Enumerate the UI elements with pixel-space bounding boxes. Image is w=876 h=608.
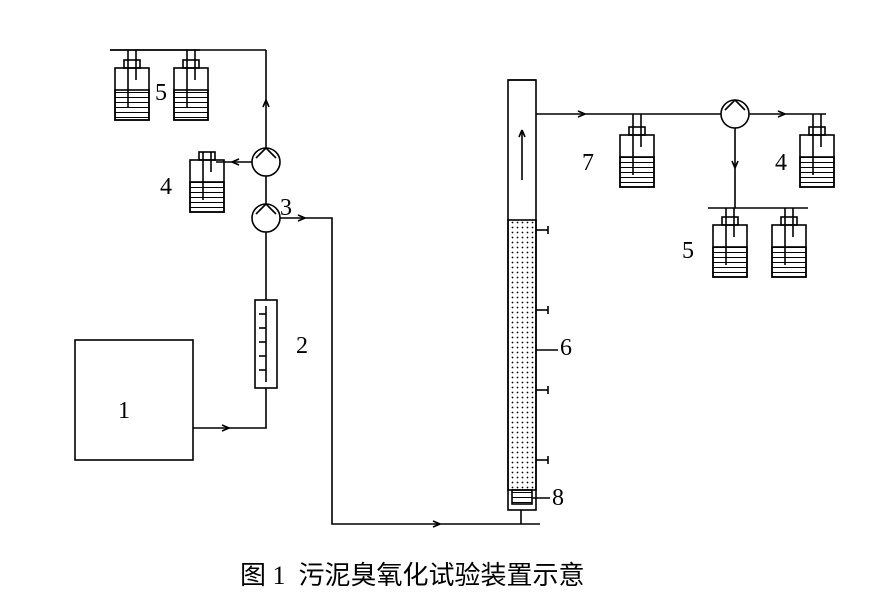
generator-box [75, 340, 193, 460]
flowmeter [255, 300, 277, 388]
label-4b: 4 [775, 150, 787, 177]
diagram-canvas: 1 2 3 4 4 5 5 6 7 8 图 1 污泥臭氧化试验装置示意 [0, 0, 876, 608]
reactor-column [508, 80, 548, 510]
label-8: 8 [552, 485, 564, 512]
label-3: 3 [280, 195, 292, 222]
label-1: 1 [118, 398, 130, 425]
bottle-5b1 [713, 208, 747, 277]
diffuser [512, 490, 532, 504]
label-6: 6 [560, 335, 572, 362]
label-5b: 5 [682, 238, 694, 265]
pump-upper [252, 148, 280, 176]
caption-prefix: 图 1 [240, 561, 286, 590]
bottle-4a [190, 152, 224, 212]
bottle-5a1 [115, 50, 149, 120]
bottle-4b [800, 114, 834, 187]
label-2: 2 [296, 333, 308, 360]
caption-text: 污泥臭氧化试验装置示意 [299, 561, 585, 590]
bottle-7 [620, 114, 654, 187]
bottle-5b2 [772, 208, 806, 277]
pump-lower [252, 204, 280, 232]
figure-caption: 图 1 污泥臭氧化试验装置示意 [240, 555, 585, 592]
label-7: 7 [582, 150, 594, 177]
pump-right [721, 100, 749, 128]
bottle-5a2 [174, 50, 208, 120]
label-5a: 5 [155, 80, 167, 107]
label-4a: 4 [160, 174, 172, 201]
schematic-svg [0, 0, 876, 608]
